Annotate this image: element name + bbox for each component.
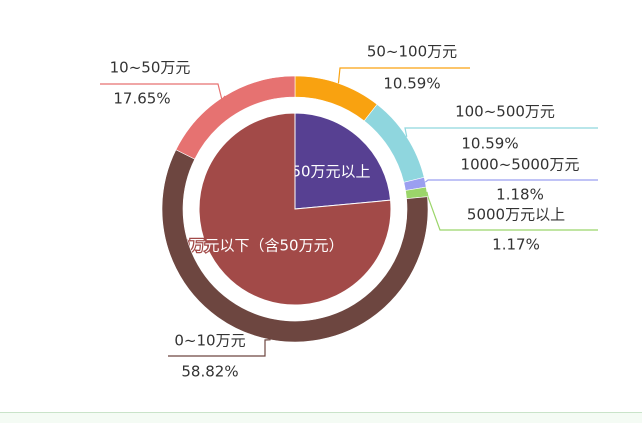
inner-slice-0 <box>294 112 392 210</box>
outer-slice-4 <box>161 149 429 343</box>
inner-slice-label-0: 50万元以上 <box>291 163 370 181</box>
leader-line-0 <box>337 67 470 84</box>
outer-slice-percent-4: 58.82% <box>181 363 238 381</box>
outer-slice-5 <box>175 75 296 160</box>
outer-slice-name-0: 50~100万元 <box>367 43 457 61</box>
inner-slice-label-1: 50万元以下（含50万元） <box>170 237 343 255</box>
outer-slice-name-4: 0~10万元 <box>174 332 245 350</box>
outer-slice-percent-1: 10.59% <box>461 135 518 153</box>
outer-slice-name-3: 5000万元以上 <box>467 206 565 224</box>
leader-line-4 <box>168 339 271 357</box>
outer-slice-percent-2: 1.18% <box>496 186 544 204</box>
leader-line-2 <box>424 179 598 183</box>
leader-line-5 <box>100 83 226 102</box>
outer-slice-name-5: 10~50万元 <box>110 59 191 77</box>
outer-slice-percent-3: 1.17% <box>492 236 540 254</box>
nested-pie-chart: 50万元以上 50万元以下（含50万元） 50~100万元 10.59% 100~500… <box>100 43 598 381</box>
divider <box>0 412 642 423</box>
inner-slice-1 <box>198 112 392 306</box>
leader-line-3 <box>426 191 598 231</box>
outer-slice-name-1: 100~500万元 <box>455 103 555 121</box>
outer-slice-percent-0: 10.59% <box>383 75 440 93</box>
leader-line-1 <box>404 127 598 138</box>
outer-slice-name-2: 1000~5000万元 <box>461 156 580 174</box>
outer-slice-percent-5: 17.65% <box>113 90 170 108</box>
